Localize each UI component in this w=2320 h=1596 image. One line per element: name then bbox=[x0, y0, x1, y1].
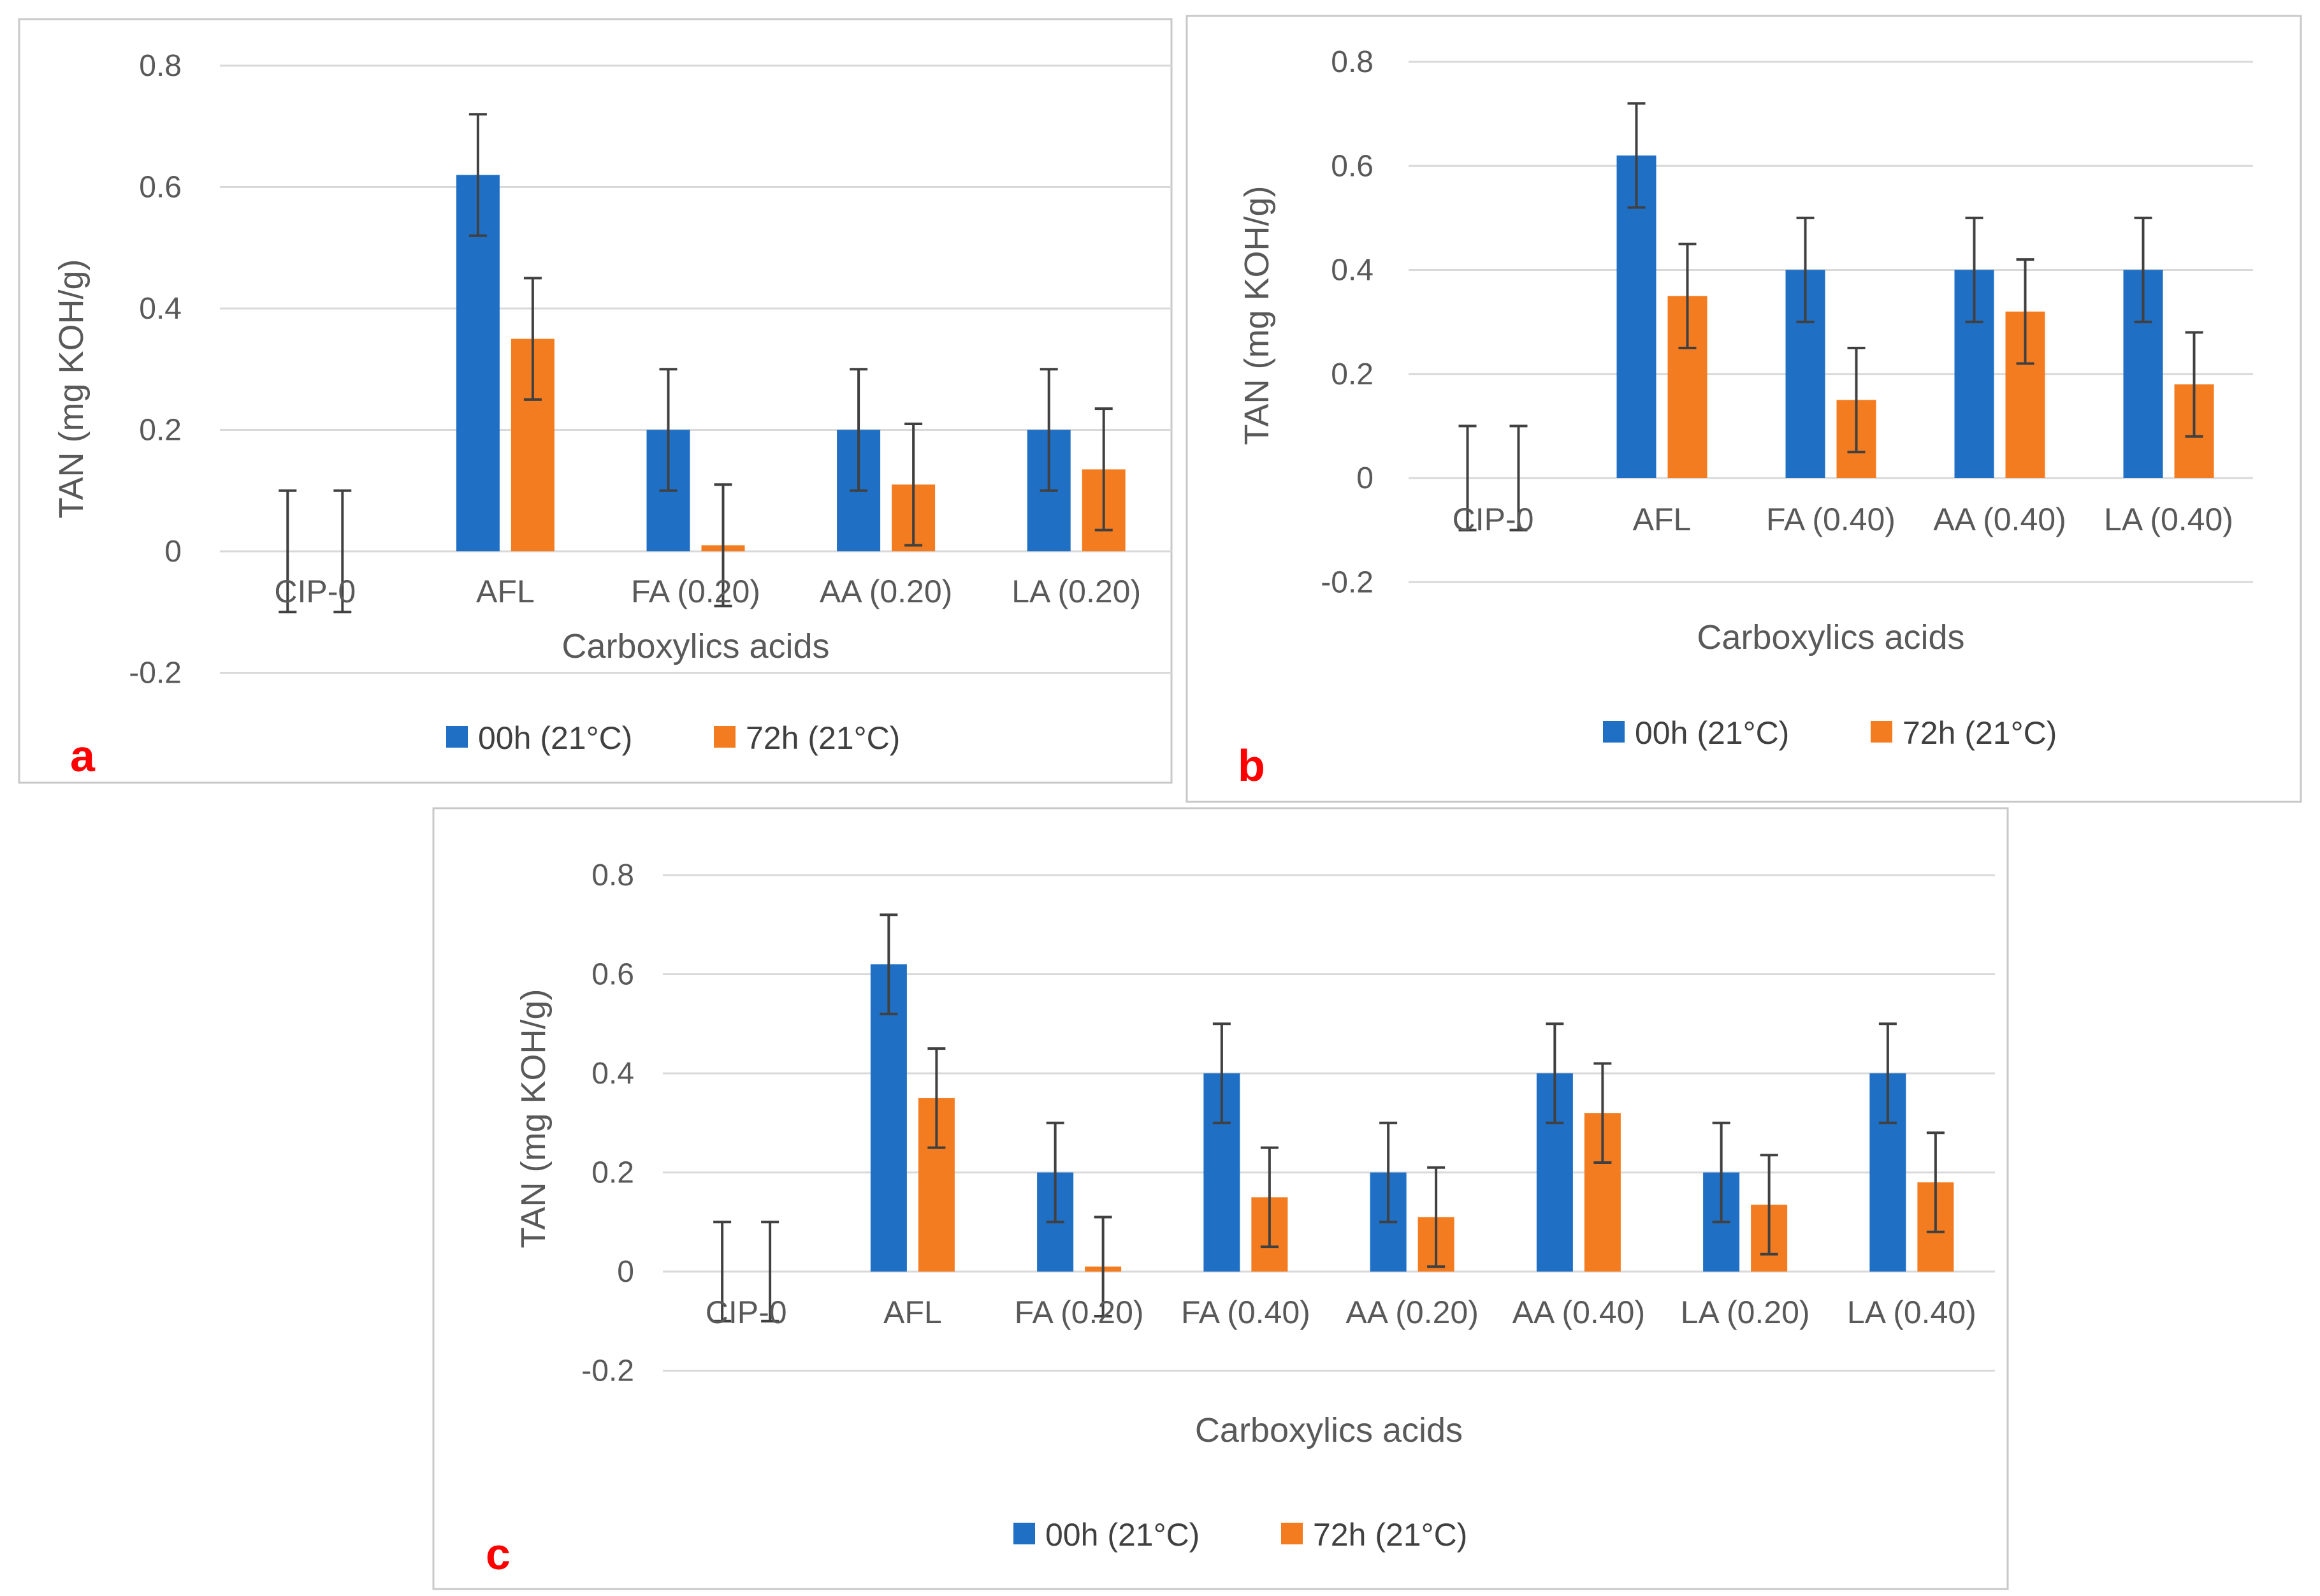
y-tick-label: 0.2 bbox=[591, 1156, 634, 1190]
legend-swatch bbox=[1013, 1523, 1035, 1544]
legend-swatch bbox=[446, 726, 468, 748]
y-tick-label: 0.6 bbox=[591, 958, 634, 992]
panel-letter: a bbox=[70, 731, 96, 781]
category-label: FA (0.20) bbox=[1015, 1295, 1144, 1330]
legend-label: 72h (21°C) bbox=[746, 720, 900, 756]
legend-label: 72h (21°C) bbox=[1903, 715, 2057, 751]
bar-00h bbox=[1616, 155, 1657, 479]
category-label: AA (0.20) bbox=[820, 574, 952, 609]
y-tick-label: 0.8 bbox=[591, 859, 634, 892]
x-axis-title: Carboxylics acids bbox=[1195, 1411, 1463, 1449]
category-label: AA (0.40) bbox=[1933, 502, 2066, 537]
y-tick-label: 0.4 bbox=[139, 292, 182, 326]
category-label: FA (0.40) bbox=[1766, 502, 1896, 537]
category-label: LA (0.20) bbox=[1011, 574, 1141, 609]
y-tick-label: -0.2 bbox=[581, 1354, 634, 1388]
legend-label: 00h (21°C) bbox=[1045, 1517, 1200, 1553]
legend-swatch bbox=[714, 726, 736, 748]
y-tick-label: 0.4 bbox=[591, 1057, 634, 1091]
bar-00h bbox=[870, 964, 907, 1272]
y-tick-label: 0.8 bbox=[139, 49, 182, 83]
category-label: AFL bbox=[883, 1295, 942, 1330]
panel-letter: b bbox=[1238, 741, 1265, 790]
y-tick-label: 0.2 bbox=[139, 414, 182, 447]
category-label: CIP-0 bbox=[1453, 502, 1534, 537]
y-tick-label: -0.2 bbox=[129, 657, 182, 690]
legend-swatch bbox=[1281, 1523, 1303, 1544]
category-label: AA (0.40) bbox=[1512, 1295, 1645, 1330]
chart-panel-a: -0.2 0 0.2 0.4 0.6 0.8 CIP-0 AFL FA (0.20) AA (0.… bbox=[18, 18, 1173, 784]
y-axis-title: TAN (mg KOH/g) bbox=[1238, 185, 1276, 445]
legend-label: 00h (21°C) bbox=[1635, 715, 1789, 751]
y-tick-label: 0 bbox=[1356, 461, 1374, 495]
x-axis-title: Carboxylics acids bbox=[1697, 618, 1964, 657]
y-tick-label: 0 bbox=[164, 535, 182, 569]
y-tick-label: -0.2 bbox=[1321, 565, 1374, 599]
category-label: FA (0.20) bbox=[631, 574, 760, 609]
chart-panel-b: -0.2 0 0.2 0.4 0.6 0.8 CIP-0 AFL FA (0.40) AA (0.… bbox=[1185, 15, 2302, 803]
chart-panel-c: -0.2 0 0.2 0.4 0.6 0.8 CIP-0 AFL FA (0.20) FA (0.… bbox=[432, 807, 2009, 1590]
y-tick-label: 0 bbox=[617, 1255, 634, 1289]
panel-frame bbox=[18, 18, 1173, 784]
panel-frame bbox=[1185, 15, 2302, 803]
y-tick-label: 0.4 bbox=[1331, 254, 1374, 287]
category-label: CIP-0 bbox=[274, 574, 356, 609]
category-label: LA (0.40) bbox=[1847, 1295, 1976, 1330]
category-label: AFL bbox=[1633, 502, 1692, 537]
category-label: LA (0.40) bbox=[2104, 502, 2233, 537]
y-tick-label: 0.6 bbox=[1331, 149, 1374, 183]
x-axis-title: Carboxylics acids bbox=[562, 627, 829, 665]
legend-label: 00h (21°C) bbox=[478, 720, 632, 756]
y-tick-label: 0.2 bbox=[1331, 358, 1374, 391]
panel-letter: c bbox=[486, 1529, 511, 1579]
category-label: LA (0.20) bbox=[1681, 1295, 1810, 1330]
y-axis-title: TAN (mg KOH/g) bbox=[514, 989, 553, 1248]
legend-swatch bbox=[1871, 721, 1892, 743]
y-axis-title: TAN (mg KOH/g) bbox=[52, 259, 91, 518]
category-label: AA (0.20) bbox=[1345, 1295, 1478, 1330]
bar-00h bbox=[456, 175, 500, 551]
y-tick-label: 0.8 bbox=[1331, 45, 1374, 79]
category-label: AFL bbox=[476, 574, 535, 609]
legend-label: 72h (21°C) bbox=[1313, 1517, 1467, 1553]
category-label: CIP-0 bbox=[706, 1295, 787, 1330]
category-label: FA (0.40) bbox=[1181, 1295, 1310, 1330]
y-tick-label: 0.6 bbox=[139, 171, 182, 205]
legend-swatch bbox=[1603, 721, 1625, 743]
